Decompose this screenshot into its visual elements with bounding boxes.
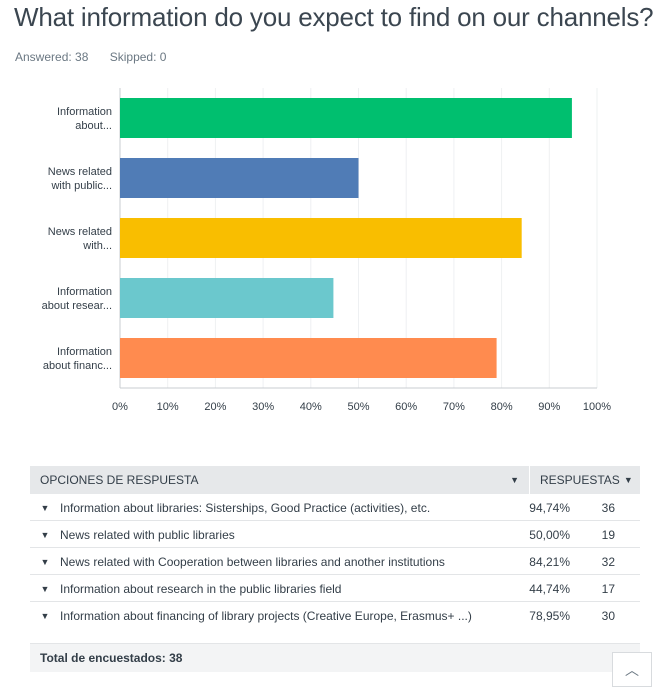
y-category-label: Information — [57, 106, 112, 118]
y-category-label: about... — [75, 120, 112, 132]
sort-caret-icon[interactable]: ▼ — [623, 475, 633, 485]
skipped-count: Skipped: 0 — [109, 50, 167, 64]
x-tick-label: 10% — [157, 401, 179, 413]
response-stats: Answered: 38 Skipped: 0 — [15, 50, 184, 64]
y-category-label: about resear... — [42, 300, 112, 312]
sort-caret-icon[interactable]: ▼ — [510, 475, 519, 485]
x-tick-label: 70% — [443, 401, 465, 413]
x-tick-label: 40% — [300, 401, 322, 413]
answer-option: Information about research in the public… — [60, 582, 342, 596]
x-tick-label: 80% — [491, 401, 513, 413]
answer-option: Information about financing of library p… — [60, 609, 472, 623]
answer-option: News related with Cooperation between li… — [60, 555, 445, 569]
chevron-up-icon: ︿ — [625, 661, 639, 678]
table-row: ▼ Information about research in the publi… — [30, 575, 640, 602]
header-responses-label: RESPUESTAS — [540, 473, 620, 487]
response-percent: 50,00% — [529, 528, 570, 542]
y-category-label: about financ... — [43, 360, 112, 372]
response-count: 19 — [601, 528, 615, 542]
x-tick-label: 0% — [112, 401, 128, 413]
bar[interactable] — [120, 98, 572, 138]
bar[interactable] — [120, 338, 497, 378]
x-tick-label: 60% — [395, 401, 417, 413]
x-tick-label: 20% — [204, 401, 226, 413]
question-title: What information do you expect to find o… — [14, 2, 654, 32]
x-tick-label: 90% — [538, 401, 560, 413]
answer-option: Information about libraries: Sisterships… — [60, 501, 431, 515]
table-row: ▼ News related with public libraries 50,00… — [30, 521, 640, 548]
bar-chart: 0% 10% 20% 30% 40% 50% 60% 70% 80% 90% 100% Informa… — [0, 80, 660, 420]
expand-chevron-icon[interactable]: ▼ — [40, 557, 50, 567]
y-category-label: News related — [48, 226, 112, 238]
header-responses[interactable]: RESPUESTAS ▼ — [530, 466, 640, 494]
x-tick-label: 100% — [583, 401, 611, 413]
response-percent: 78,95% — [529, 609, 570, 623]
total-respondents: Total de encuestados: 38 — [30, 644, 640, 672]
y-category-label: Information — [57, 346, 112, 358]
expand-chevron-icon[interactable]: ▼ — [40, 611, 50, 621]
response-count: 17 — [601, 582, 615, 596]
bar[interactable] — [120, 278, 334, 318]
table-row: ▼ Information about financing of library … — [30, 602, 640, 644]
response-percent: 94,74% — [529, 501, 570, 515]
expand-chevron-icon[interactable]: ▼ — [40, 530, 50, 540]
x-tick-label: 50% — [347, 401, 369, 413]
response-count: 32 — [601, 555, 615, 569]
responses-table: OPCIONES DE RESPUESTA ▼ RESPUESTAS ▼ ▼ In… — [30, 466, 640, 672]
table-row: ▼ News related with Cooperation between l… — [30, 548, 640, 575]
response-count: 36 — [601, 501, 615, 515]
response-percent: 44,74% — [529, 582, 570, 596]
header-options-label: OPCIONES DE RESPUESTA — [40, 473, 199, 487]
x-tick-label: 30% — [252, 401, 274, 413]
y-category-label: with... — [82, 240, 112, 252]
header-options[interactable]: OPCIONES DE RESPUESTA ▼ — [30, 466, 530, 494]
chart-svg: 0% 10% 20% 30% 40% 50% 60% 70% 80% 90% 100% Informa… — [42, 88, 611, 413]
bar[interactable] — [120, 158, 359, 198]
response-count: 30 — [601, 609, 615, 623]
y-category-label: News related — [48, 166, 112, 178]
y-category-label: with public... — [50, 180, 112, 192]
bar[interactable] — [120, 218, 522, 258]
answered-count: Answered: 38 — [15, 50, 89, 64]
back-to-top-button[interactable]: ︿ — [612, 652, 652, 687]
expand-chevron-icon[interactable]: ▼ — [40, 584, 50, 594]
answer-option: News related with public libraries — [60, 528, 235, 542]
y-category-label: Information — [57, 286, 112, 298]
response-percent: 84,21% — [529, 555, 570, 569]
table-header: OPCIONES DE RESPUESTA ▼ RESPUESTAS ▼ — [30, 466, 640, 494]
expand-chevron-icon[interactable]: ▼ — [40, 503, 50, 513]
table-row: ▼ Information about libraries: Sistership… — [30, 494, 640, 521]
